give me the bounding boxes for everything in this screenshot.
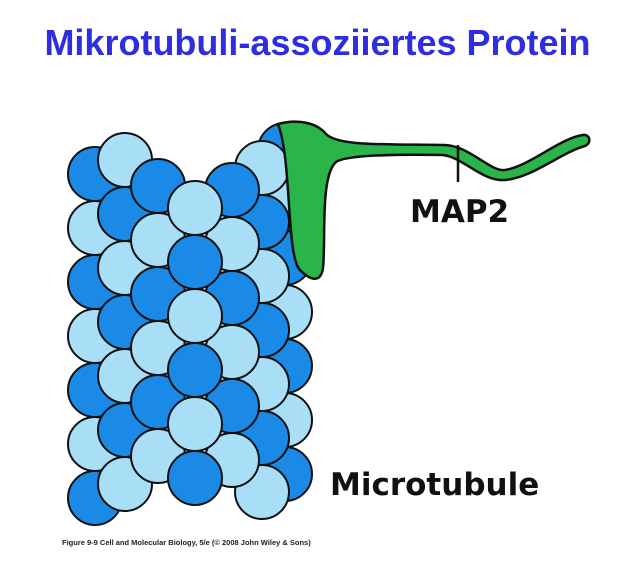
microtubule-label: Microtubule [330,467,539,503]
tubulin-subunit-light [167,288,223,344]
figure-caption: Figure 9-9 Cell and Molecular Biology, 5… [62,538,311,547]
tubulin-subunit-dark [167,234,223,290]
map2-protein [276,120,591,280]
page-title: Mikrotubuli-assoziiertes Protein [44,22,591,63]
microtubule-subunits [67,122,313,526]
tubulin-subunit-dark [167,342,223,398]
tubulin-subunit-dark [167,450,223,506]
tubulin-subunit-light [167,396,223,452]
tubulin-subunit-light [167,180,223,236]
map2-label: MAP2 [410,194,509,230]
